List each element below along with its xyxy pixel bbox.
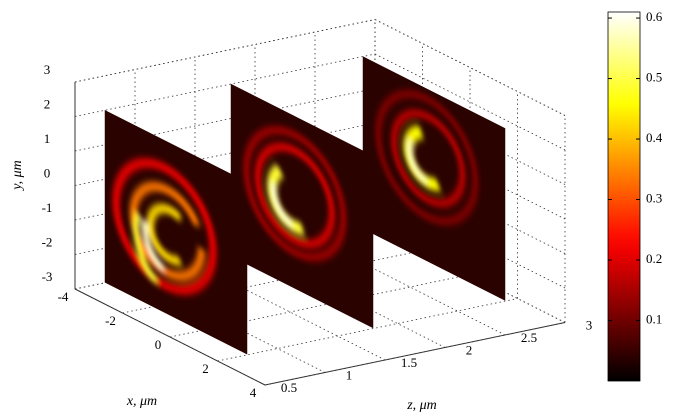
intensity-ring	[133, 211, 158, 284]
colorbar-tick-label: 0.2	[646, 251, 662, 266]
z-tick-label: 1.5	[401, 355, 417, 370]
z-axis-label: z, μm	[406, 398, 437, 413]
intensity-ring	[375, 90, 479, 225]
slice-background	[230, 83, 374, 329]
intensity-ring	[141, 218, 165, 272]
grid-line	[122, 250, 423, 314]
z-tick-label: 0.5	[281, 380, 297, 395]
slice-pattern	[112, 158, 217, 295]
box-edge	[74, 19, 376, 83]
x-tick-label: -4	[58, 289, 69, 304]
y-tick-label: 3	[44, 62, 51, 77]
intensity-ring	[243, 126, 347, 261]
slice-background	[104, 110, 248, 355]
intensity-ring	[391, 109, 466, 207]
z-tick-label: 3	[586, 317, 593, 332]
slice-pattern	[112, 158, 217, 295]
colorbar-tick-label: 0.4	[646, 130, 663, 145]
slice-pattern	[375, 90, 479, 225]
x-axis-label: x, μm	[126, 394, 157, 409]
y-tick-label: 1	[44, 131, 51, 146]
y-tick-label: -2	[42, 234, 53, 249]
grid-line	[169, 274, 471, 338]
x-tick-label: 4	[250, 385, 257, 400]
slice	[104, 110, 248, 355]
slice	[362, 56, 506, 301]
intensity-ring	[254, 143, 335, 248]
z-tick-label: 2	[466, 342, 473, 357]
intensity-ring	[146, 203, 183, 266]
colorbar-tick-label: 0.5	[646, 70, 662, 85]
x-tick-label: -2	[105, 313, 116, 328]
slice-pattern	[243, 126, 347, 261]
y-tick-label: -3	[42, 269, 53, 284]
x-axis	[74, 288, 266, 386]
colorbar	[607, 11, 641, 382]
intensity-ring	[271, 182, 293, 228]
x-tick-label: 2	[202, 361, 209, 376]
y-tick-label: 2	[44, 96, 51, 111]
y-tick-label: 0	[44, 165, 51, 180]
z-tick-label: 1	[346, 367, 353, 382]
z-tick-label: 2.5	[521, 330, 537, 345]
slice	[230, 83, 374, 329]
slice-pattern	[375, 90, 479, 225]
z-axis	[264, 322, 566, 386]
grid-line	[74, 122, 376, 186]
colorbar-tick-label: 0.1	[646, 311, 662, 326]
intensity-ring	[112, 158, 217, 295]
slice-pattern	[243, 126, 347, 261]
grid-line	[74, 53, 376, 117]
colorbar-tick-label: 0.6	[646, 9, 663, 24]
grid-line	[74, 88, 376, 152]
intensity-ring	[407, 139, 427, 184]
colorbar-tick-label: 0.3	[646, 191, 662, 206]
grid-line	[217, 298, 518, 362]
x-tick-label: 0	[155, 337, 162, 352]
y-axis-label: y, μm	[10, 160, 25, 192]
y-tick-label: -1	[42, 200, 53, 215]
